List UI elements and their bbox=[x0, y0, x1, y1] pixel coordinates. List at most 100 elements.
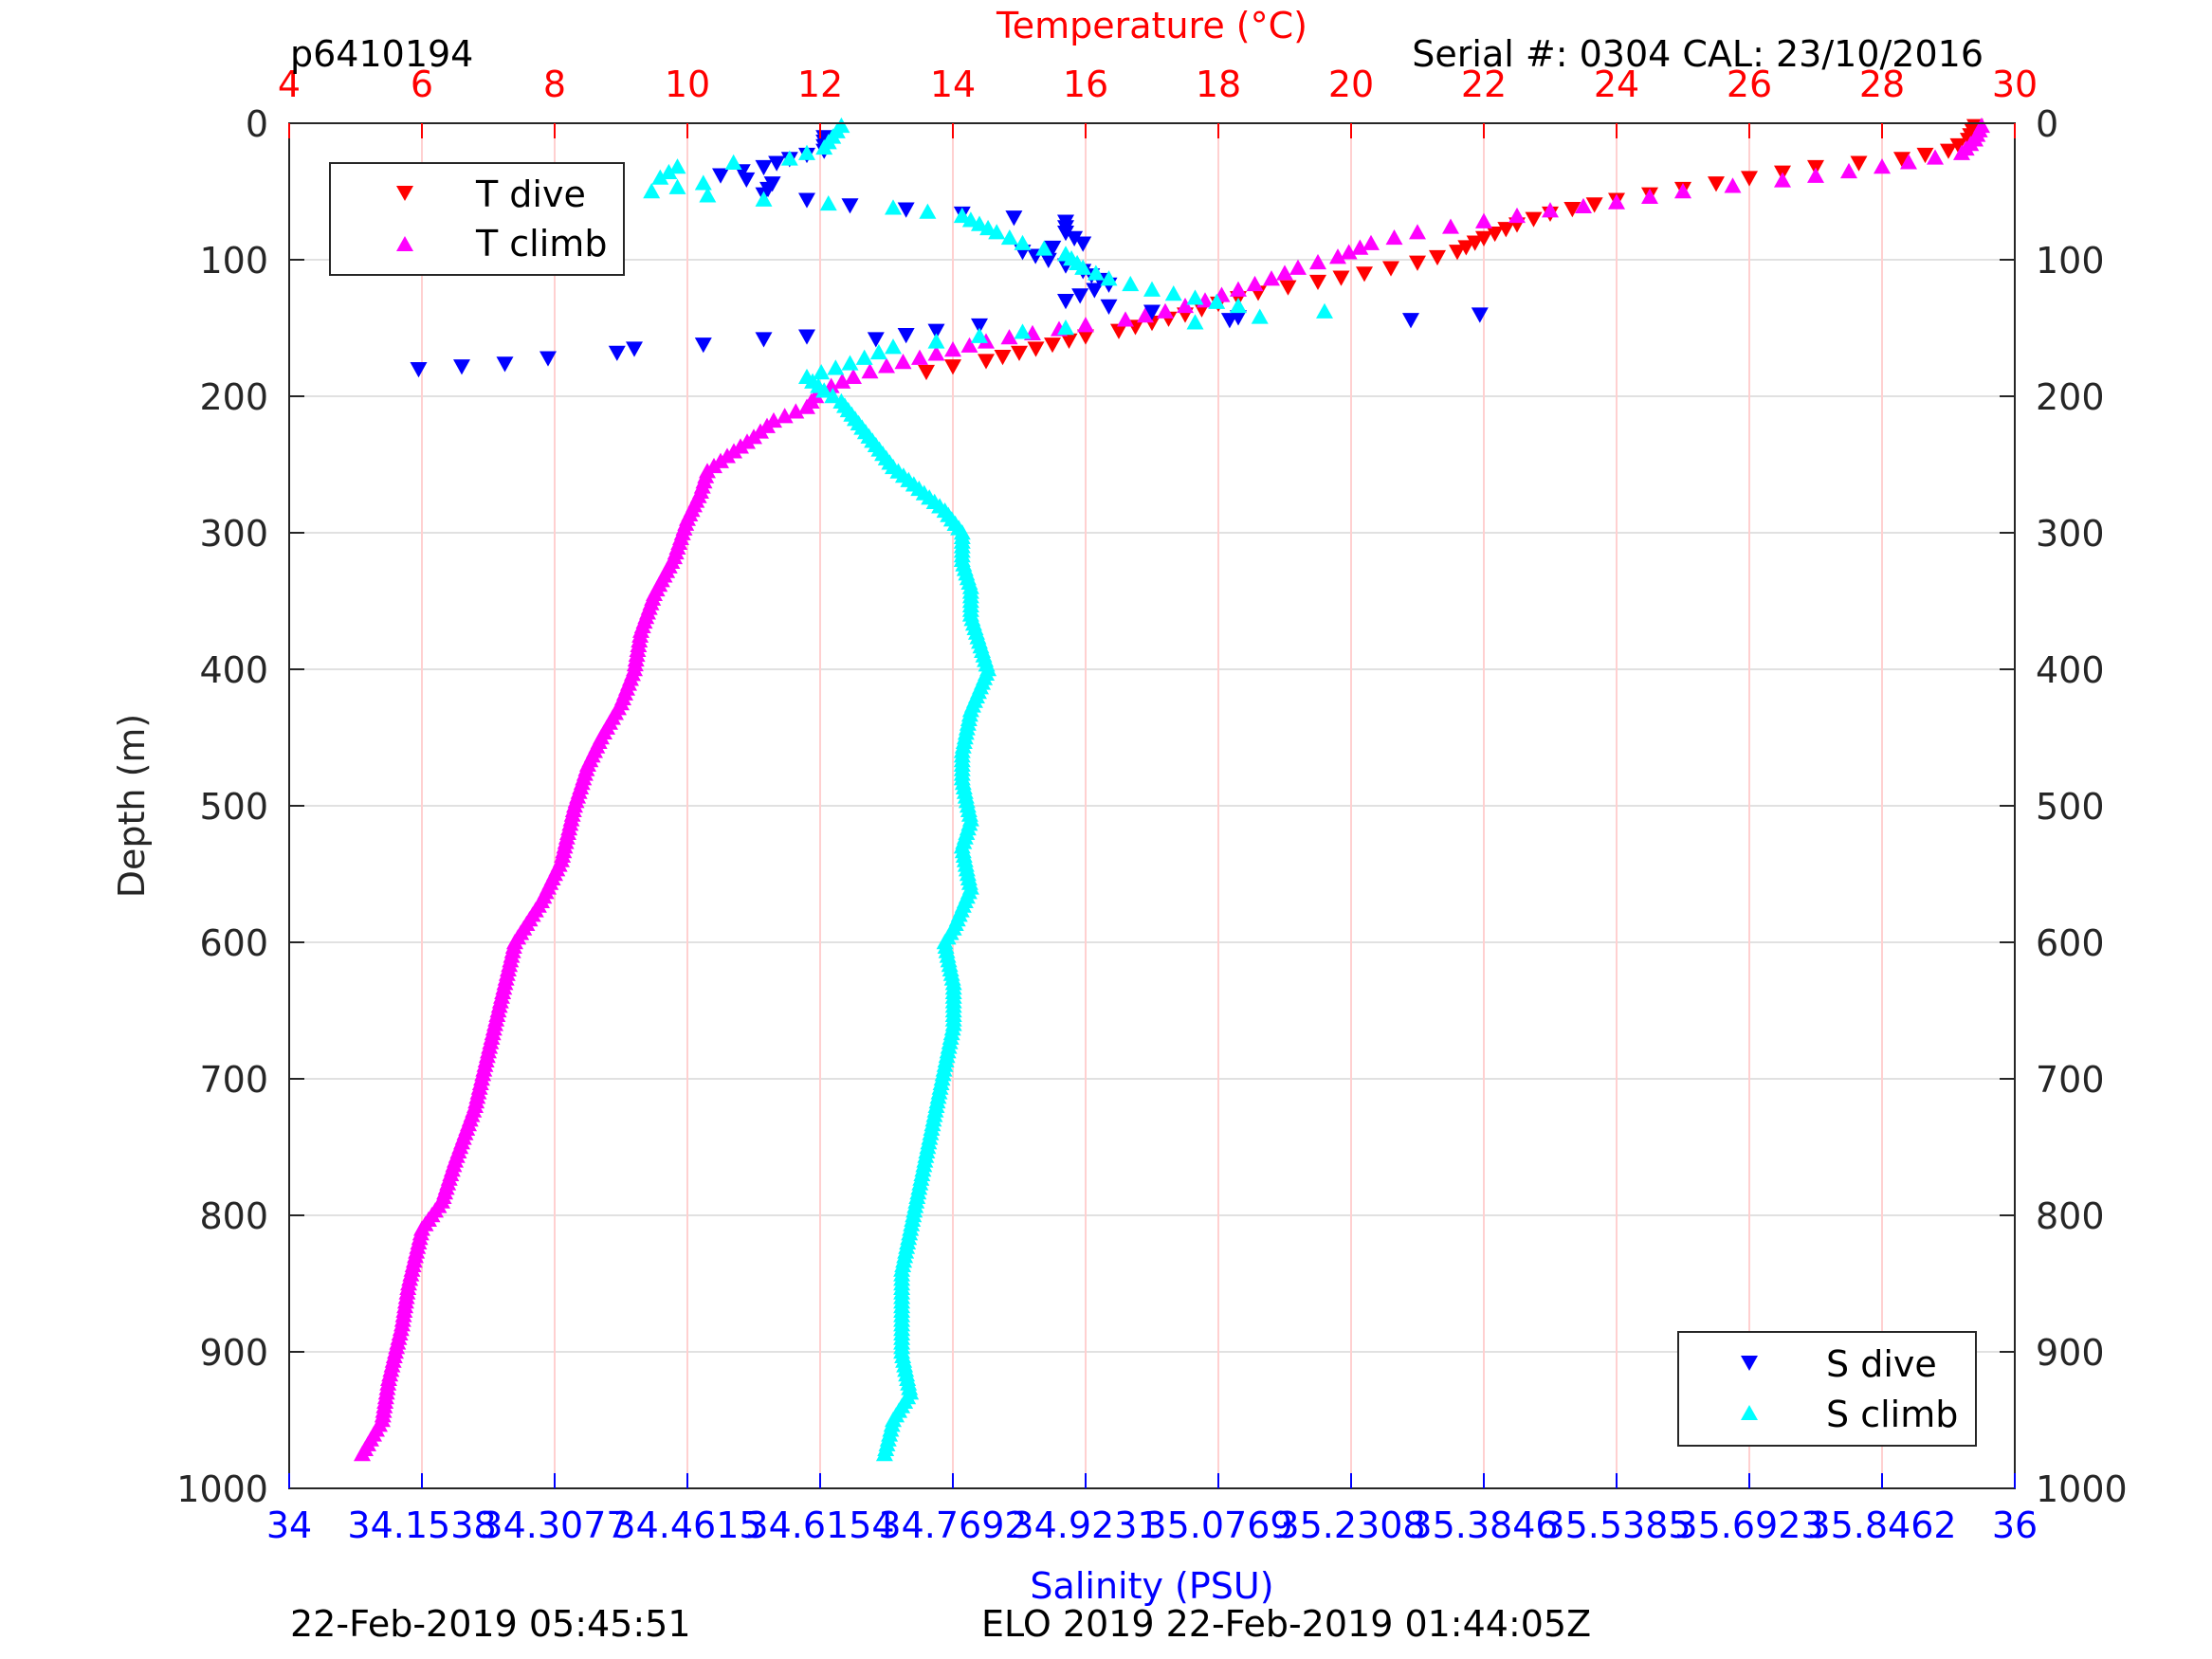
t-dive-point bbox=[1486, 226, 1504, 243]
s-climb-point bbox=[780, 150, 798, 166]
t-climb-point bbox=[1246, 275, 1264, 292]
t-dive-point bbox=[1110, 323, 1127, 339]
t-climb-point bbox=[1409, 224, 1426, 240]
t-climb-point bbox=[1874, 158, 1891, 174]
t-climb-point bbox=[1077, 317, 1094, 333]
legend-t-dive-label: T dive bbox=[475, 173, 586, 215]
temperature-tick-label: 18 bbox=[1196, 64, 1241, 105]
t-climb-point bbox=[1351, 239, 1369, 255]
t-dive-point bbox=[1497, 222, 1515, 238]
t-dive-point bbox=[1077, 329, 1094, 345]
depth-tick-label-right: 900 bbox=[2036, 1332, 2105, 1374]
s-dive-point bbox=[738, 172, 756, 189]
s-climb-point bbox=[660, 163, 678, 180]
t-dive-point bbox=[1916, 147, 1934, 164]
salinity-axis-label: Salinity (PSU) bbox=[1030, 1565, 1273, 1607]
s-climb-point bbox=[869, 343, 887, 360]
legend-t-dive-marker bbox=[396, 186, 413, 201]
s-climb-point bbox=[961, 211, 979, 228]
t-dive-point bbox=[1011, 345, 1028, 361]
s-climb-point bbox=[1122, 275, 1140, 292]
depth-tick-label-left: 500 bbox=[199, 786, 268, 828]
s-dive-point bbox=[1074, 236, 1092, 252]
temperature-tick-label: 6 bbox=[411, 64, 433, 105]
series-layer bbox=[354, 117, 1990, 1462]
salinity-tick-label: 35.0769 bbox=[1143, 1504, 1292, 1546]
t-climb-point bbox=[1442, 218, 1459, 234]
t-climb-point bbox=[1289, 259, 1307, 275]
s-dive-point bbox=[410, 362, 428, 378]
s-climb-point bbox=[724, 154, 742, 170]
s-dive-point bbox=[1402, 313, 1419, 329]
s-dive-point bbox=[1100, 299, 1118, 315]
depth-tick-label-right: 100 bbox=[2036, 240, 2105, 282]
s-climb-point bbox=[668, 178, 686, 194]
s-dive-point bbox=[608, 345, 626, 361]
s-dive-point bbox=[1220, 313, 1238, 329]
s-climb-point bbox=[651, 169, 669, 185]
s-climb-point bbox=[1087, 264, 1105, 281]
s-climb-point bbox=[755, 191, 773, 207]
t-dive-point bbox=[1409, 255, 1426, 271]
s-dive-point bbox=[1086, 283, 1104, 299]
t-climb-point bbox=[1263, 270, 1280, 286]
s-climb-point bbox=[694, 174, 712, 191]
salinity-tick-label: 34 bbox=[266, 1504, 312, 1546]
s-dive-point bbox=[1471, 307, 1489, 323]
temperature-tick-label: 20 bbox=[1328, 64, 1374, 105]
depth-tick-label-left: 1000 bbox=[176, 1468, 268, 1510]
t-climb-point bbox=[787, 403, 805, 419]
t-climb-point bbox=[944, 341, 961, 357]
t-climb-point bbox=[861, 363, 879, 379]
s-dive-point bbox=[841, 198, 859, 214]
depth-tick-label-right: 300 bbox=[2036, 513, 2105, 555]
t-climb-point bbox=[833, 373, 851, 389]
t-dive-point bbox=[1475, 230, 1492, 246]
s-climb-point bbox=[798, 144, 815, 160]
salinity-tick-label: 35.2308 bbox=[1276, 1504, 1425, 1546]
s-climb-point bbox=[971, 215, 988, 231]
t-dive-point bbox=[1949, 137, 1967, 155]
legend-temperature-box bbox=[329, 162, 625, 276]
t-climb-point bbox=[1542, 202, 1559, 218]
s-climb-point bbox=[643, 183, 661, 199]
depth-tick-label-right: 800 bbox=[2036, 1195, 2105, 1237]
t-climb-point bbox=[354, 1446, 371, 1462]
t-climb-point bbox=[1475, 212, 1492, 228]
legend-salinity-box bbox=[1677, 1331, 1977, 1447]
s-dive-point bbox=[798, 329, 815, 345]
salinity-tick-label: 35.5385 bbox=[1542, 1504, 1691, 1546]
t-climb-point bbox=[927, 345, 945, 361]
t-climb-point bbox=[845, 368, 862, 385]
s-dive-point bbox=[755, 159, 773, 176]
t-dive-point bbox=[1332, 270, 1350, 286]
s-dive-point bbox=[867, 332, 885, 348]
s-climb-point bbox=[1035, 240, 1053, 256]
salinity-tick-label: 34.4615 bbox=[612, 1504, 761, 1546]
depth-tick-label-right: 700 bbox=[2036, 1059, 2105, 1101]
s-climb-point bbox=[988, 224, 1006, 240]
footer-mission-info: ELO 2019 22-Feb-2019 01:44:05Z bbox=[981, 1603, 1591, 1645]
t-dive-point bbox=[1563, 202, 1581, 218]
t-dive-point bbox=[1044, 337, 1061, 354]
salinity-tick-label: 34.6154 bbox=[745, 1504, 894, 1546]
temperature-tick-label: 4 bbox=[278, 64, 301, 105]
s-climb-point bbox=[885, 199, 902, 215]
temperature-tick-label: 30 bbox=[1992, 64, 2038, 105]
temperature-tick-label: 22 bbox=[1461, 64, 1507, 105]
s-climb-point bbox=[1074, 259, 1092, 275]
s-dive-point bbox=[1005, 210, 1023, 227]
t-dive-point bbox=[1708, 176, 1725, 192]
s-climb-point bbox=[1100, 270, 1118, 286]
t-climb-point bbox=[1309, 253, 1326, 270]
footer-timestamp: 22-Feb-2019 05:45:51 bbox=[290, 1603, 691, 1645]
depth-tick-label-left: 800 bbox=[199, 1195, 268, 1237]
s-dive-point bbox=[712, 168, 729, 184]
t-dive-point bbox=[1466, 235, 1484, 251]
s-climb-point bbox=[875, 1446, 893, 1462]
s-climb-point bbox=[885, 338, 902, 355]
salinity-tick-label: 35.8462 bbox=[1807, 1504, 1956, 1546]
t-dive-point bbox=[1429, 249, 1446, 266]
legend-temperature: T dive T climb bbox=[329, 162, 625, 276]
s-climb-point bbox=[1186, 314, 1204, 330]
